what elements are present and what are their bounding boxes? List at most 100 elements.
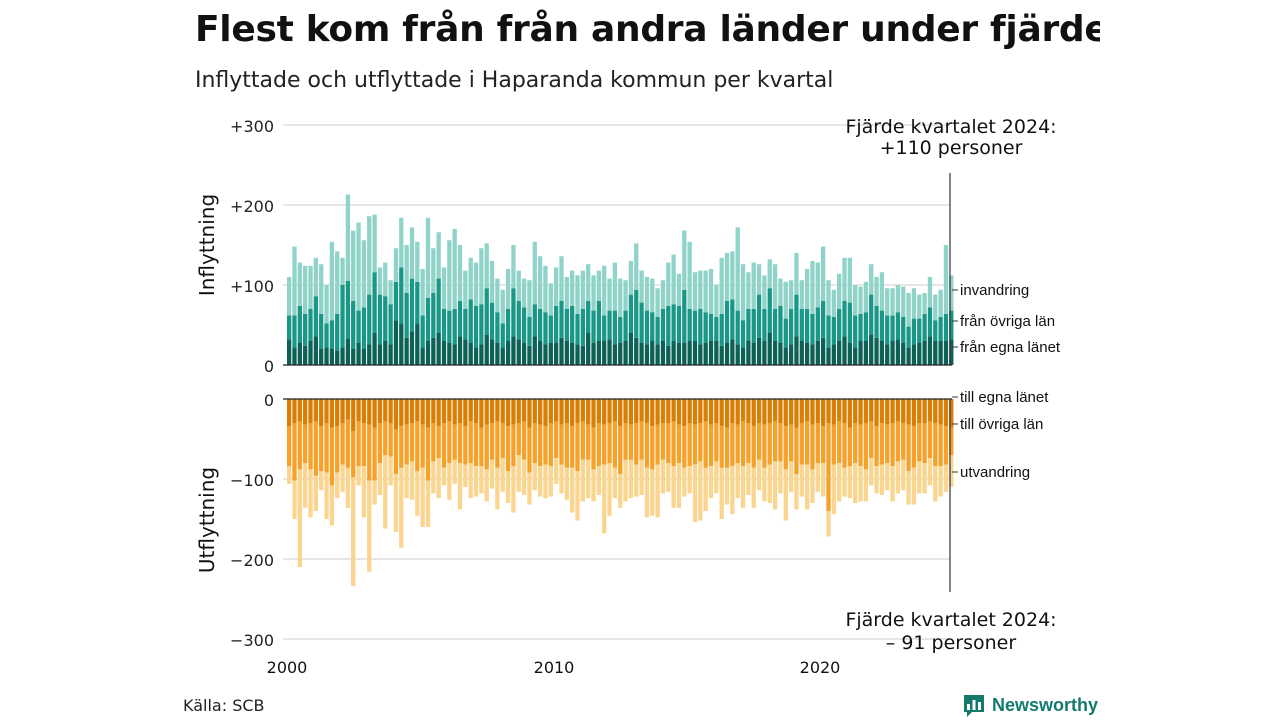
bar-in-2 <box>436 232 441 279</box>
bar-out-2 <box>303 463 308 508</box>
bar-in-0 <box>463 339 468 365</box>
bar-out-2 <box>537 466 543 497</box>
bar-out-0 <box>810 399 815 425</box>
bar-in-0 <box>762 341 767 365</box>
bar-in-2 <box>489 261 495 303</box>
bar-out-1 <box>837 421 842 463</box>
bar-in-1 <box>319 313 324 349</box>
bar-in-0 <box>319 349 324 365</box>
bar-in-1 <box>415 281 420 324</box>
bar-out-1 <box>949 427 954 455</box>
bar-in-1 <box>671 304 676 341</box>
bar-out-2 <box>415 471 420 516</box>
bar-in-2 <box>297 262 302 306</box>
bar-in-2 <box>415 241 420 282</box>
series-label-out-2: utvandring <box>960 464 1030 481</box>
bar-in-0 <box>943 341 949 365</box>
bar-out-0 <box>831 399 836 425</box>
bar-in-2 <box>463 270 468 309</box>
bar-out-0 <box>719 399 724 427</box>
bar-in-0 <box>746 341 751 365</box>
bar-in-0 <box>666 345 671 365</box>
bar-in-1 <box>537 309 543 341</box>
bar-in-1 <box>489 302 495 340</box>
bar-out-1 <box>869 421 874 459</box>
bar-out-0 <box>447 399 452 422</box>
x-tick-label: 2000 <box>267 658 308 677</box>
bar-in-1 <box>367 294 372 345</box>
bar-out-1 <box>778 423 783 462</box>
bar-in-1 <box>751 309 756 343</box>
bar-out-1 <box>388 423 393 457</box>
bar-out-0 <box>393 399 399 430</box>
bar-in-0 <box>927 336 933 365</box>
bar-out-2 <box>911 467 917 505</box>
bar-out-2 <box>927 458 933 486</box>
bar-in-1 <box>804 309 810 343</box>
bar-out-2 <box>714 461 719 494</box>
bar-out-0 <box>895 399 901 422</box>
bar-in-0 <box>532 336 537 365</box>
newsworthy-logo[interactable]: Newsworthy <box>962 693 1098 717</box>
bar-out-1 <box>329 427 335 486</box>
bar-out-2 <box>297 469 302 567</box>
bar-in-2 <box>863 281 869 313</box>
bar-out-2 <box>949 455 954 487</box>
bar-out-0 <box>436 399 441 427</box>
bar-out-0 <box>431 399 436 423</box>
bar-in-1 <box>708 313 714 341</box>
bar-out-0 <box>479 399 484 428</box>
bar-in-2 <box>500 289 505 324</box>
bar-in-0 <box>628 333 634 365</box>
bar-in-1 <box>287 315 292 340</box>
bar-out-1 <box>826 423 831 511</box>
bar-in-0 <box>431 337 436 365</box>
bar-out-1 <box>847 427 852 467</box>
bar-out-1 <box>447 421 452 463</box>
bar-in-0 <box>345 338 351 365</box>
bar-out-0 <box>863 399 869 423</box>
bar-in-0 <box>863 341 869 365</box>
bar-in-1 <box>767 288 772 333</box>
bar-in-1 <box>436 278 441 333</box>
bar-out-2 <box>329 485 335 526</box>
bar-out-1 <box>586 424 591 460</box>
bar-out-1 <box>618 426 623 475</box>
bar-out-1 <box>740 421 746 467</box>
bar-in-1 <box>746 309 751 341</box>
bar-out-2 <box>804 464 810 510</box>
bar-out-0 <box>687 399 692 423</box>
bar-out-0 <box>441 399 447 423</box>
bar-in-2 <box>425 217 431 298</box>
bar-in-0 <box>548 342 553 365</box>
bar-out-2 <box>826 511 831 537</box>
bar-out-0 <box>500 399 505 423</box>
bar-in-2 <box>842 257 847 301</box>
y-axis-title-inflyttning: Inflyttning <box>195 194 219 296</box>
bar-in-0 <box>554 342 559 365</box>
bar-out-1 <box>361 423 367 467</box>
series-label-in-1: från övriga län <box>960 313 1055 330</box>
bar-in-2 <box>810 261 815 314</box>
bar-out-0 <box>804 399 810 422</box>
bar-out-2 <box>356 466 361 486</box>
bar-out-2 <box>901 459 906 491</box>
bar-out-2 <box>751 467 756 508</box>
bar-in-1 <box>906 326 911 348</box>
bar-in-0 <box>895 339 901 365</box>
bar-out-0 <box>420 399 425 425</box>
bar-in-2 <box>692 272 698 311</box>
bar-in-1 <box>927 307 933 337</box>
bar-in-0 <box>495 342 500 365</box>
bar-out-1 <box>489 423 495 460</box>
bar-out-0 <box>340 399 345 423</box>
bar-out-0 <box>949 399 954 428</box>
bar-in-2 <box>521 278 527 308</box>
bar-out-0 <box>735 399 740 425</box>
source-note: Källa: SCB <box>183 696 265 715</box>
bar-in-2 <box>874 277 879 306</box>
bar-out-0 <box>655 399 660 425</box>
bar-out-0 <box>618 399 623 427</box>
bar-in-0 <box>505 341 511 365</box>
chart-title: Flest kom från från andra länder under f… <box>195 9 1100 50</box>
